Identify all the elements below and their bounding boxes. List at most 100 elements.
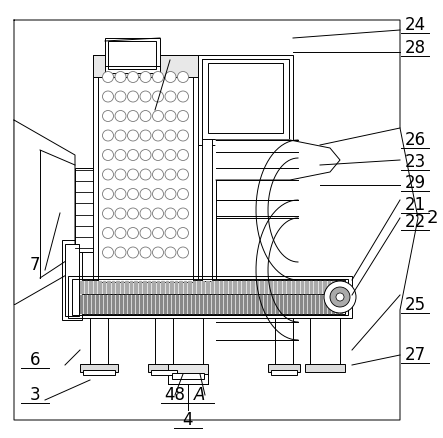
Circle shape bbox=[152, 149, 163, 160]
Circle shape bbox=[152, 71, 163, 82]
Bar bbox=[173, 318, 203, 368]
Polygon shape bbox=[179, 281, 182, 293]
Polygon shape bbox=[124, 295, 126, 313]
Polygon shape bbox=[301, 281, 303, 293]
Text: 23: 23 bbox=[404, 153, 426, 171]
Polygon shape bbox=[232, 295, 234, 313]
Text: 26: 26 bbox=[404, 131, 426, 149]
Polygon shape bbox=[212, 295, 214, 313]
Circle shape bbox=[140, 110, 151, 121]
Circle shape bbox=[178, 208, 189, 219]
Circle shape bbox=[128, 208, 139, 219]
Polygon shape bbox=[224, 295, 226, 313]
Polygon shape bbox=[336, 295, 338, 313]
Polygon shape bbox=[288, 281, 290, 293]
Circle shape bbox=[102, 91, 113, 102]
Circle shape bbox=[165, 188, 176, 199]
Polygon shape bbox=[233, 281, 236, 293]
Polygon shape bbox=[136, 295, 138, 313]
Circle shape bbox=[128, 169, 139, 180]
Polygon shape bbox=[216, 295, 218, 313]
Circle shape bbox=[102, 208, 113, 219]
Polygon shape bbox=[157, 281, 159, 293]
Polygon shape bbox=[220, 281, 222, 293]
Text: 1: 1 bbox=[145, 41, 155, 59]
Bar bbox=[168, 364, 208, 374]
Bar bbox=[75, 168, 93, 252]
Circle shape bbox=[128, 130, 139, 141]
Text: 25: 25 bbox=[404, 296, 426, 314]
Circle shape bbox=[140, 91, 151, 102]
Circle shape bbox=[128, 71, 139, 82]
Polygon shape bbox=[342, 281, 344, 293]
Circle shape bbox=[140, 188, 151, 199]
Circle shape bbox=[324, 281, 356, 313]
Circle shape bbox=[330, 287, 350, 307]
Bar bbox=[310, 318, 340, 368]
Circle shape bbox=[165, 91, 176, 102]
Polygon shape bbox=[332, 295, 334, 313]
Polygon shape bbox=[228, 295, 230, 313]
Polygon shape bbox=[168, 295, 170, 313]
Polygon shape bbox=[112, 295, 114, 313]
Circle shape bbox=[165, 71, 176, 82]
Bar bbox=[198, 55, 293, 145]
Circle shape bbox=[115, 188, 126, 199]
Polygon shape bbox=[202, 281, 205, 293]
Circle shape bbox=[115, 149, 126, 160]
Polygon shape bbox=[120, 295, 122, 313]
Text: A: A bbox=[194, 386, 206, 404]
Circle shape bbox=[165, 227, 176, 239]
Bar bbox=[268, 364, 300, 372]
Circle shape bbox=[165, 247, 176, 258]
Bar bbox=[75, 294, 345, 314]
Polygon shape bbox=[220, 295, 222, 313]
Polygon shape bbox=[292, 295, 294, 313]
Polygon shape bbox=[103, 281, 105, 293]
Polygon shape bbox=[172, 295, 174, 313]
Polygon shape bbox=[269, 281, 272, 293]
Circle shape bbox=[152, 110, 163, 121]
Bar bbox=[151, 370, 177, 375]
Polygon shape bbox=[265, 281, 268, 293]
Polygon shape bbox=[144, 295, 146, 313]
Polygon shape bbox=[166, 281, 168, 293]
Polygon shape bbox=[256, 295, 258, 313]
Circle shape bbox=[336, 293, 344, 301]
Polygon shape bbox=[96, 295, 98, 313]
Text: 6: 6 bbox=[30, 351, 40, 369]
Polygon shape bbox=[76, 295, 78, 313]
Circle shape bbox=[115, 130, 126, 141]
Bar bbox=[65, 244, 79, 316]
Text: 21: 21 bbox=[404, 196, 426, 214]
Circle shape bbox=[140, 130, 151, 141]
Circle shape bbox=[165, 110, 176, 121]
Polygon shape bbox=[216, 140, 340, 180]
Polygon shape bbox=[306, 281, 308, 293]
Polygon shape bbox=[208, 295, 210, 313]
Polygon shape bbox=[288, 295, 290, 313]
Polygon shape bbox=[308, 295, 310, 313]
Polygon shape bbox=[128, 295, 130, 313]
Polygon shape bbox=[189, 281, 191, 293]
Circle shape bbox=[140, 169, 151, 180]
Polygon shape bbox=[296, 281, 299, 293]
Circle shape bbox=[102, 169, 113, 180]
Bar bbox=[72, 279, 348, 315]
Circle shape bbox=[178, 149, 189, 160]
Polygon shape bbox=[200, 295, 202, 313]
Circle shape bbox=[115, 71, 126, 82]
Bar bbox=[93, 55, 198, 285]
Text: 7: 7 bbox=[30, 256, 40, 274]
Polygon shape bbox=[272, 295, 274, 313]
Circle shape bbox=[115, 247, 126, 258]
Polygon shape bbox=[80, 295, 82, 313]
Circle shape bbox=[140, 227, 151, 239]
Polygon shape bbox=[76, 281, 78, 293]
Polygon shape bbox=[81, 281, 83, 293]
Polygon shape bbox=[248, 295, 250, 313]
Polygon shape bbox=[176, 295, 178, 313]
Polygon shape bbox=[211, 281, 214, 293]
Circle shape bbox=[152, 91, 163, 102]
Polygon shape bbox=[121, 281, 124, 293]
